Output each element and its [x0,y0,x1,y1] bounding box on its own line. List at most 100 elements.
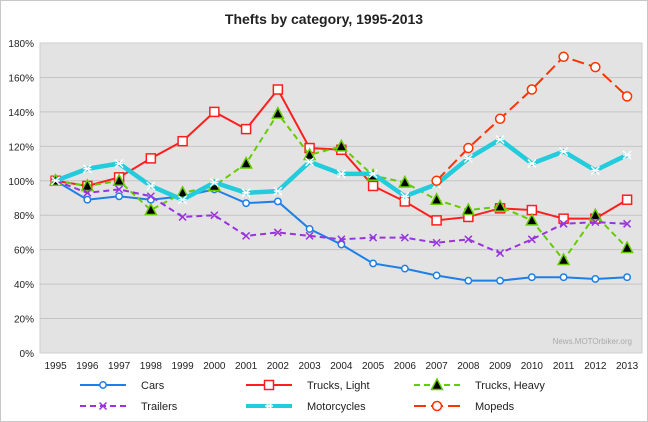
legend-label: Trailers [141,401,178,413]
legend-item: Motorcycles [246,401,366,413]
x-tick-label: 2003 [298,361,321,372]
data-point [623,273,632,282]
data-point [242,199,251,208]
legend-label: Cars [141,380,165,392]
data-point [264,401,274,411]
data-point [556,252,571,266]
data-point [464,276,473,285]
x-tick-label: 2000 [203,361,226,372]
data-point [398,174,412,188]
data-point [432,238,441,247]
data-point [80,178,95,192]
legend-item: Cars [80,380,165,392]
legend-label: Trucks, Heavy [475,380,545,392]
data-point [368,169,378,179]
series-trucks-heavy [48,105,634,266]
data-point [273,228,282,237]
x-mark [337,235,346,244]
star-mark [336,169,346,179]
data-point [177,135,188,147]
x-tick-label: 2007 [425,361,448,372]
data-point [431,400,443,412]
data-point [559,273,568,282]
data-point [591,218,600,227]
data-point [496,276,505,285]
data-point [463,153,473,163]
data-point [527,235,536,244]
data-point [114,159,124,169]
data-point [336,169,346,179]
x-mark [273,228,282,237]
data-point [496,249,505,258]
x-tick-label: 2011 [553,361,575,372]
data-point [337,240,346,249]
data-point [591,274,600,283]
x-mark [178,212,187,221]
star-mark [559,147,569,156]
y-tick-label: 120% [8,142,34,153]
data-point [99,381,107,389]
legend-item: Trucks, Heavy [414,377,545,392]
x-mark [496,249,505,258]
star-mark [463,153,473,163]
data-point [526,84,538,95]
legend-label: Trucks, Light [307,380,370,392]
watermark: News.MOTOrbiker.org [553,337,632,346]
data-point [430,377,444,391]
star-mark [241,188,251,198]
data-point [461,202,476,216]
star-mark [400,191,410,201]
data-point [494,113,506,125]
star-mark [209,178,219,187]
x-tick-label: 1998 [140,361,163,372]
data-point [527,273,536,282]
data-point [240,123,252,135]
star-mark [51,176,61,186]
data-point [527,159,537,169]
data-point [334,138,349,152]
data-point [305,157,315,167]
y-tick-label: 140% [8,108,34,119]
data-point [145,153,157,164]
data-point [209,106,220,118]
y-tick-label: 180% [8,39,34,50]
data-point [558,51,569,63]
y-tick-label: 0% [20,349,35,360]
x-mark [432,238,441,247]
x-mark [305,231,314,240]
data-point [590,61,601,73]
chart-title: Thefts by category, 1995-2013 [225,11,423,27]
data-point [588,207,603,221]
y-tick-label: 40% [14,280,34,291]
star-mark [178,195,188,205]
data-point [112,173,126,187]
star-mark [264,401,274,411]
data-point [369,259,378,268]
data-point [178,212,187,221]
star-mark [114,159,124,169]
x-tick-label: 2013 [616,361,639,372]
data-point [432,271,441,280]
x-mark [464,235,473,244]
data-point [621,194,633,205]
data-point [400,191,410,201]
data-point [115,192,124,201]
data-point [242,231,251,240]
data-point [431,215,442,226]
x-tick-label: 2012 [584,361,607,372]
data-point [305,231,314,240]
data-point [178,195,188,205]
legend-label: Mopeds [475,401,515,413]
star-mark [495,134,505,144]
x-mark [591,218,600,227]
x-mark [146,192,155,201]
data-point [431,175,442,187]
data-point [400,264,409,273]
y-tick-label: 160% [8,73,34,84]
data-point [493,198,507,212]
data-point [464,235,473,244]
data-point [115,185,124,194]
data-point [559,219,568,228]
x-tick-label: 2001 [235,361,258,372]
